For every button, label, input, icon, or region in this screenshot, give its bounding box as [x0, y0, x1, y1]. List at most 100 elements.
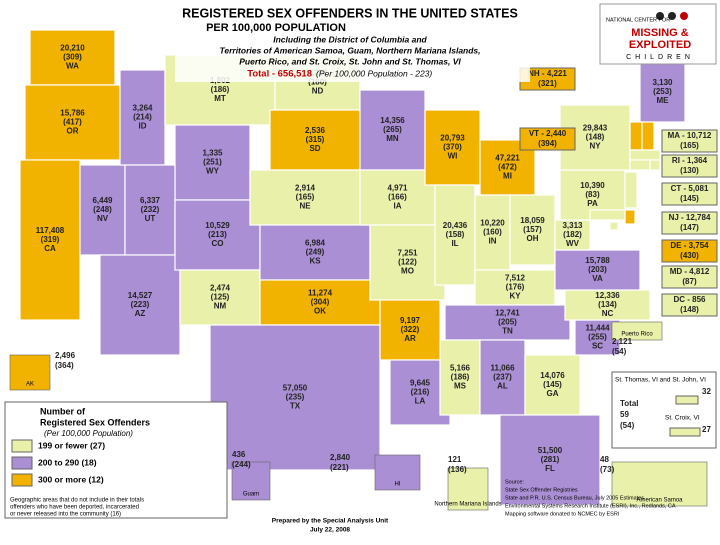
state-count: 6,449: [92, 196, 113, 205]
vi-total-count: 59: [620, 410, 629, 419]
state-abbr: IA: [394, 202, 402, 211]
territory-name: Guam: [243, 492, 259, 498]
state-count: 3,264: [132, 104, 153, 113]
state-count: 117,408: [36, 226, 65, 235]
state-abbr: PA: [587, 199, 598, 208]
state-rate: (216): [411, 388, 430, 397]
callout-rate: (130): [680, 166, 699, 175]
state-count: 7,512: [505, 274, 526, 283]
callout-box: [661, 265, 718, 289]
states: 20,210(309)WA 15,786(417)OR 117,408(319)CA…: [9, 29, 718, 511]
territory-count: 2,840: [330, 453, 351, 462]
state-abbr: WI: [448, 152, 458, 161]
state-abbr: LA: [415, 397, 426, 406]
state: [209, 324, 381, 471]
state-count: 6,984: [305, 239, 326, 248]
state-abbr: OH: [527, 234, 539, 243]
state: [564, 289, 651, 321]
logo: NATIONAL CENTER FOR MISSING & EXPLOITED …: [599, 3, 717, 65]
state-count: 11,274: [308, 289, 333, 298]
legend-title: Registered Sex Offenders: [40, 417, 150, 427]
state-rate: (472): [498, 163, 517, 172]
state-count: 20,793: [440, 134, 465, 143]
state-count: 2,536: [305, 126, 326, 135]
state: [624, 209, 636, 225]
territory-count: 2,121: [612, 337, 633, 346]
callout-box: [661, 239, 718, 263]
state-rate: (122): [398, 258, 417, 267]
territory-name: American Samoa: [636, 498, 683, 504]
callout-rate: (147): [680, 223, 699, 232]
state-abbr: MN: [386, 134, 399, 143]
total-rate: (Per 100,000 Population - 223): [316, 68, 432, 78]
state-rate: (176): [506, 283, 525, 292]
state-rate: (166): [388, 193, 407, 202]
state-rate: (125): [211, 293, 230, 302]
state-rate: (182): [563, 230, 582, 239]
state: [259, 279, 381, 326]
state-rate: (417): [63, 118, 82, 127]
state: [179, 269, 261, 326]
state-rate: (223): [131, 300, 150, 309]
state-rate: (214): [133, 113, 152, 122]
state-count: 18,059: [520, 216, 545, 225]
callout-label: MD - 4,812: [670, 267, 710, 276]
prepared: Prepared by the Special Analysis Unit: [272, 518, 389, 525]
state-abbr: NC: [602, 309, 614, 318]
state-count: 10,529: [205, 221, 230, 230]
legend-note: offenders who have been deported, incarc…: [10, 505, 139, 511]
vi-island: [669, 427, 701, 437]
territory-count: 121: [448, 455, 462, 464]
note: Including the District of Columbia and: [273, 34, 427, 44]
state-abbr: FL: [545, 464, 555, 473]
state-count: 51,500: [538, 446, 563, 455]
subtitle: PER 100,000 POPULATION: [206, 22, 346, 34]
state-abbr: MO: [401, 267, 414, 276]
state-abbr: NM: [214, 302, 227, 311]
state-rate: (319): [41, 235, 60, 244]
state: [359, 89, 426, 171]
state: [524, 354, 581, 416]
state-rate: (237): [493, 373, 512, 382]
vi-label: St. Croix, VI: [665, 415, 700, 422]
territory-rate: (364): [55, 361, 74, 370]
state-rate: (160): [483, 228, 502, 237]
territory-name: Puerto Rico: [621, 332, 653, 338]
state-abbr: OK: [314, 307, 326, 316]
state-rate: (158): [446, 230, 465, 239]
state-rate: (253): [653, 87, 672, 96]
state: [439, 339, 481, 416]
territory: [447, 467, 489, 511]
state-count: 10,220: [480, 219, 505, 228]
state-count: 7,251: [397, 249, 418, 258]
state-abbr: KS: [309, 257, 321, 266]
state-abbr: GA: [547, 389, 559, 398]
state-count: 57,050: [283, 384, 308, 393]
state-rate: (83): [585, 190, 600, 199]
state: [79, 164, 126, 256]
state: [19, 159, 81, 321]
state-rate: (322): [401, 325, 420, 334]
callout-box: [661, 154, 718, 178]
state-abbr: AR: [404, 334, 416, 343]
state-abbr: CA: [44, 244, 56, 253]
territory: [9, 354, 51, 391]
state-rate: (203): [588, 265, 607, 274]
state-rate: (165): [296, 193, 315, 202]
state-count: 15,786: [60, 109, 85, 118]
state-abbr: UT: [145, 214, 156, 223]
state: [629, 159, 651, 171]
state-rate: (370): [443, 143, 462, 152]
state-abbr: WY: [206, 167, 220, 176]
state-count: 11,066: [490, 364, 515, 373]
logo-main: EXPLOITED: [629, 39, 691, 51]
legend-title: Number of: [40, 406, 86, 416]
state-abbr: AZ: [135, 309, 146, 318]
state: [649, 159, 661, 171]
state: [259, 224, 371, 281]
state-rate: (304): [311, 298, 330, 307]
state-rate: (205): [498, 318, 517, 327]
state-count: 20,210: [60, 44, 85, 53]
callout-rate: (394): [538, 139, 557, 148]
